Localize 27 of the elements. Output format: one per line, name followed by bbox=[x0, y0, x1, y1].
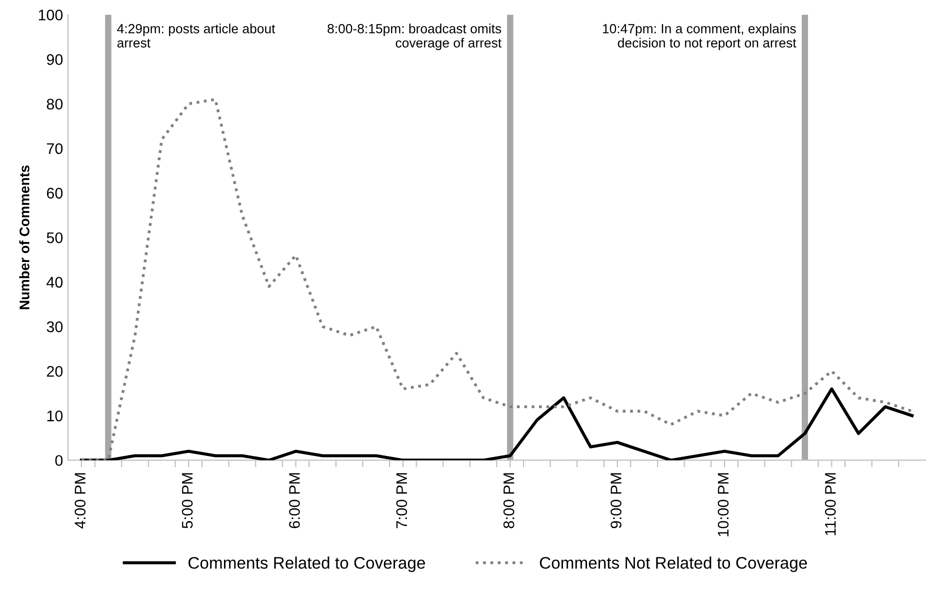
x-tick-label: 7:00 PM bbox=[396, 473, 408, 528]
y-tick-label: 30 bbox=[46, 321, 63, 332]
y-tick-label: 50 bbox=[46, 232, 63, 244]
y-tick-label: 0 bbox=[55, 455, 63, 466]
y-tick-label: 10 bbox=[47, 410, 63, 422]
x-tick-label: 4:00 PM bbox=[74, 473, 86, 529]
y-tick-label: 20 bbox=[46, 366, 63, 377]
line-series bbox=[80, 387, 914, 460]
legend-label: Comments Related to Coverage bbox=[188, 556, 425, 572]
annotation: 8:00-8:15pm: broadcast omits coverage of arrest bbox=[328, 24, 502, 50]
y-tick-label: 80 bbox=[46, 98, 63, 110]
y-tick-label: 40 bbox=[46, 276, 63, 288]
x-tick-label: 5:00 PM bbox=[182, 473, 193, 528]
x-tick-label: 6:00 PM bbox=[289, 473, 300, 528]
annotation: 10:47pm: In a comment, explains decision to not report on arrest bbox=[602, 24, 796, 50]
x-tick-label: 11:00 PM bbox=[824, 473, 836, 536]
y-tick-label: 100 bbox=[38, 10, 63, 20]
y-tick-label: 60 bbox=[46, 188, 63, 199]
y-tick-label: 90 bbox=[46, 54, 63, 65]
line-series bbox=[80, 98, 914, 460]
x-tick-label: 10:00 PM bbox=[718, 473, 729, 536]
y-tick-label: 70 bbox=[46, 143, 63, 154]
annotation: 4:29pm: posts article about arrest bbox=[117, 24, 276, 48]
legend-label: Comments Not Related to Coverage bbox=[540, 556, 807, 572]
x-tick-label: 9:00 PM bbox=[610, 473, 622, 528]
x-tick-label: 8:00 PM bbox=[503, 473, 514, 528]
y-axis-title: Number of Comments bbox=[19, 166, 30, 310]
